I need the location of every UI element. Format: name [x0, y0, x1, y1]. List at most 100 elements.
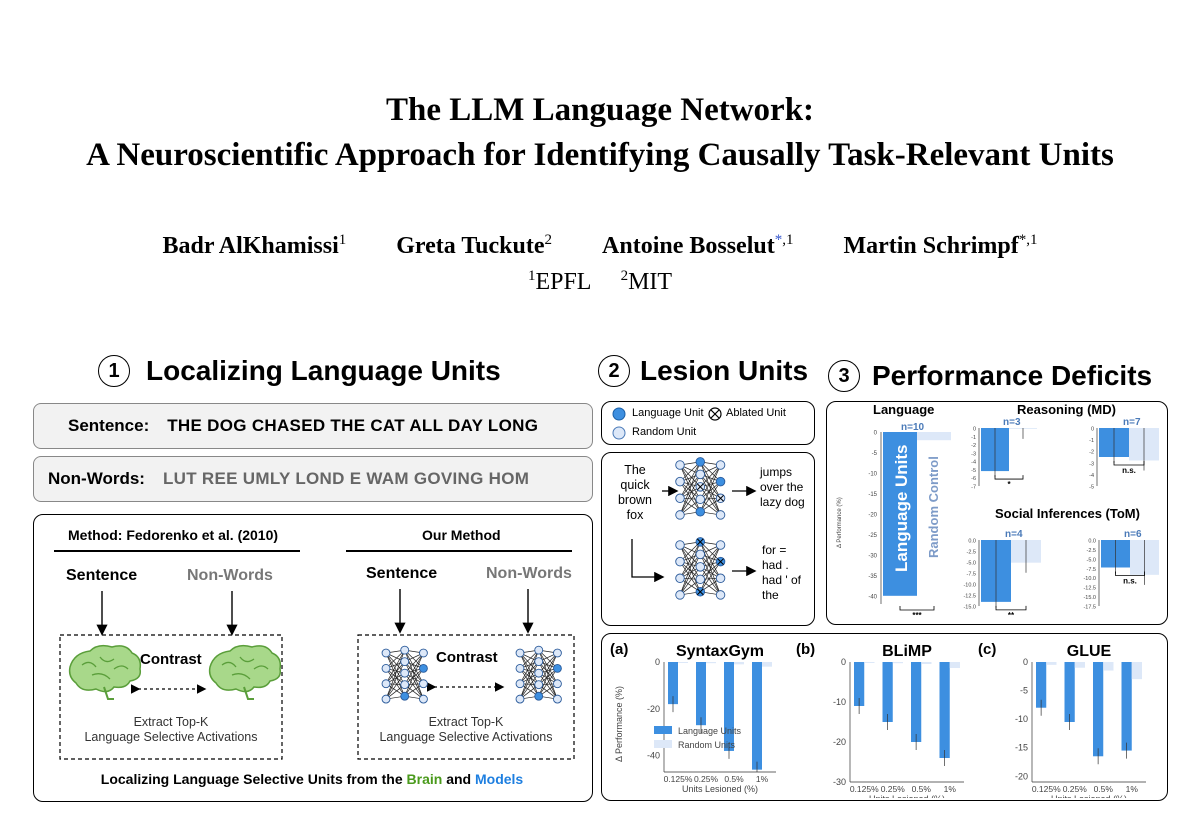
- significance-bracket: [899, 606, 935, 611]
- network-node: [715, 540, 726, 550]
- panel-letter: (b): [796, 641, 815, 658]
- network-edge: [679, 541, 701, 579]
- brain-icon-left: [68, 644, 142, 700]
- lesion-legend: Language Unit Ablated Unit Random Unit: [601, 401, 815, 445]
- tick-label: -10: [833, 697, 846, 707]
- network-edge: [519, 652, 540, 685]
- network-edge: [385, 668, 406, 697]
- network-edge: [679, 566, 701, 596]
- reasoning-title: Reasoning (MD): [1017, 402, 1116, 417]
- tick-label: 0.0: [1088, 539, 1096, 545]
- tick-label: -5.0: [967, 561, 976, 567]
- network-edge: [679, 544, 701, 568]
- network-edge: [404, 652, 424, 674]
- significance-label: **: [1008, 611, 1015, 620]
- benchmark-panel: (a) SyntaxGym 0 -20 -40 0.125% 0.25% 0.5% 1% Unit…: [601, 633, 1168, 801]
- y-axis-label: Δ Performance (%): [614, 686, 624, 762]
- bar-language-units: [854, 662, 865, 706]
- network-node: [715, 590, 726, 600]
- network-edge: [679, 461, 701, 516]
- tick-label: -30: [868, 553, 877, 559]
- lesion-input-text: The quick brown fox: [617, 463, 653, 522]
- section-1-title: Localizing Language Units: [146, 355, 501, 386]
- network-edge: [519, 649, 540, 700]
- significance-bracket: [995, 605, 1027, 611]
- x-tick-label: 0.5%: [1094, 784, 1114, 794]
- bar-language-units: [882, 662, 893, 722]
- network-edge: [538, 661, 558, 700]
- panel-title: BLiMP: [882, 643, 932, 660]
- network-node: [695, 469, 706, 480]
- tick-label: 0: [874, 431, 878, 437]
- bar-random-units: [1131, 662, 1142, 680]
- network-edge: [385, 652, 406, 685]
- panel-title: SyntaxGym: [676, 643, 764, 660]
- network-node: [675, 460, 685, 470]
- x-tick-label: 0.25%: [1063, 784, 1088, 794]
- network-edge: [700, 474, 721, 499]
- tick-label: -40: [647, 751, 660, 761]
- network-node: [419, 648, 428, 658]
- network-node: [715, 510, 726, 520]
- network-node: [675, 476, 685, 487]
- network-edge: [538, 661, 558, 684]
- bar-language-units: [1036, 662, 1047, 708]
- significance-bracket: [994, 475, 1024, 480]
- deficits-charts: 0-5-10-15-20-25-30-35-40Δ Performance (%…: [837, 417, 1159, 620]
- network-node: [695, 562, 706, 572]
- network-edge: [679, 461, 701, 499]
- network-edge: [538, 649, 558, 684]
- network-node: [419, 679, 428, 689]
- deficits-panel: Language Reasoning (MD) Social Inference…: [826, 401, 1168, 625]
- tick-label: -30: [833, 777, 846, 787]
- model-sentence-label: Sentence: [366, 565, 438, 582]
- ablation-mark: [717, 494, 724, 502]
- network-edge: [699, 541, 721, 579]
- tick-label: -5.0: [1087, 557, 1096, 563]
- language-title: Language: [873, 402, 935, 417]
- brain-sentence-label: Sentence: [66, 567, 138, 584]
- network-node: [381, 648, 391, 658]
- brain-icon-right: [208, 644, 282, 700]
- significance-bracket: [1115, 571, 1145, 576]
- x-axis-label: Units Lesioned (%): [869, 794, 945, 798]
- localizer-diagram: [59, 589, 575, 760]
- section-3-heading: 3 Performance Deficits: [828, 360, 1152, 392]
- network-edge: [404, 661, 424, 684]
- x-tick-label: 1%: [944, 784, 957, 794]
- x-tick-label: 0.5%: [912, 784, 932, 794]
- network-node: [534, 645, 544, 655]
- method-left-title: Method: Fedorenko et al. (2010): [68, 527, 279, 543]
- tick-label: -5: [1020, 686, 1028, 696]
- network-icon-left: [381, 645, 428, 704]
- network-edge: [700, 554, 721, 579]
- network-node: [695, 457, 706, 467]
- network-edge: [679, 464, 701, 500]
- bar-random-units: [949, 662, 960, 668]
- x-tick-label: 1%: [756, 774, 769, 784]
- ablation-mark: [717, 558, 724, 565]
- significance-label: n.s.: [1122, 466, 1136, 475]
- x-axis-label: Units Lesioned (%): [1051, 794, 1127, 798]
- network-edge: [699, 554, 721, 596]
- network-node: [675, 493, 685, 504]
- ablation-mark: [696, 483, 704, 491]
- model-contrast-label: Contrast: [436, 649, 498, 666]
- network-node: [553, 694, 562, 704]
- network-lesioned: [675, 537, 726, 600]
- significance-bracket: [1113, 461, 1145, 466]
- x-tick-label: 1%: [1126, 784, 1139, 794]
- network-edge: [385, 661, 406, 700]
- network-edge: [404, 649, 424, 684]
- network-edge: [404, 652, 424, 685]
- n-label: n=3: [1003, 417, 1021, 428]
- tick-label: -20: [1015, 771, 1028, 781]
- network-edge: [385, 661, 405, 684]
- network-node: [400, 680, 410, 690]
- sentence-value: THE DOG CHASED THE CAT ALL DAY LONG: [167, 416, 539, 435]
- tick-label: -1: [971, 435, 976, 441]
- network-node: [695, 549, 706, 560]
- bar-language-units: [911, 662, 922, 742]
- nonwords-example: Non-Words: LUT REE UMLY LOND E WAM GOVIN…: [33, 456, 593, 502]
- network-edge: [699, 544, 721, 592]
